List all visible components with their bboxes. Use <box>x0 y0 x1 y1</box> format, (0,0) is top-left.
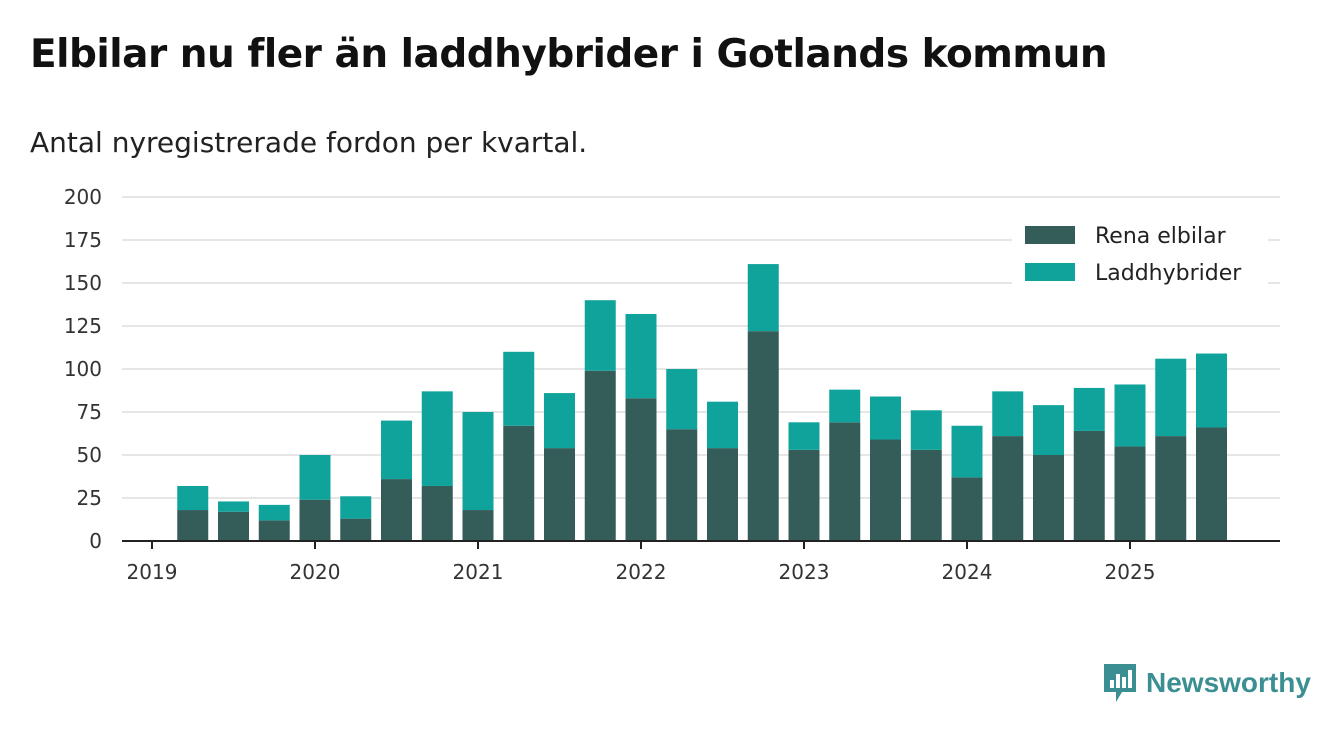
chart-title: Elbilar nu fler än laddhybrider i Gotlan… <box>30 32 1108 77</box>
x-tick-label: 2024 <box>942 560 993 584</box>
bar-laddhybrider <box>992 391 1024 437</box>
bar-laddhybrider <box>870 396 901 440</box>
bar-laddhybrider <box>910 410 942 450</box>
bar-laddhybrider <box>747 264 779 332</box>
brand-name: Newsworthy <box>1146 667 1311 698</box>
bar-rena-elbilar <box>870 439 901 541</box>
bar-laddhybrider <box>1155 358 1187 437</box>
bar-laddhybrider <box>1073 387 1105 431</box>
y-tick-label: 25 <box>77 486 102 510</box>
bar-rena-elbilar <box>1196 427 1227 541</box>
x-tick-label: 2022 <box>616 560 667 584</box>
bar-rena-elbilar <box>421 485 453 541</box>
bar-laddhybrider <box>299 455 331 500</box>
bar-laddhybrider <box>584 300 616 371</box>
y-tick-label: 200 <box>64 185 102 209</box>
bar-laddhybrider <box>421 391 453 486</box>
bar-rena-elbilar <box>218 511 249 541</box>
bar-laddhybrider <box>829 389 861 423</box>
bar-laddhybrider <box>381 420 412 480</box>
bar-laddhybrider <box>1114 384 1146 447</box>
bar-laddhybrider <box>1196 353 1227 428</box>
bar-rena-elbilar <box>910 449 942 541</box>
bar-laddhybrider <box>218 501 249 512</box>
x-axis: 2019 2020 2021 2022 2023 2024 2025 <box>122 540 1280 584</box>
y-tick-label: 125 <box>64 314 102 338</box>
bar-rena-elbilar <box>177 510 209 541</box>
bar-rena-elbilar <box>258 520 290 541</box>
bar-rena-elbilar <box>584 370 616 541</box>
bar-laddhybrider <box>258 504 290 521</box>
y-tick-label: 175 <box>64 228 102 252</box>
bar-rena-elbilar <box>666 429 698 541</box>
bar-laddhybrider <box>340 496 372 519</box>
bar-laddhybrider <box>625 313 657 399</box>
bar-series <box>177 264 1227 541</box>
bar-laddhybrider <box>462 412 494 511</box>
bar-laddhybrider <box>951 425 983 478</box>
x-tick-label: 2025 <box>1105 560 1156 584</box>
bar-laddhybrider <box>1033 405 1064 455</box>
bar-rena-elbilar <box>1114 446 1146 541</box>
legend: Rena elbilar Laddhybrider <box>1012 214 1268 294</box>
bar-laddhybrider <box>707 401 738 449</box>
bar-rena-elbilar <box>788 449 820 541</box>
y-tick-label: 50 <box>77 443 102 467</box>
bar-rena-elbilar <box>747 331 779 541</box>
newsworthy-logo-icon <box>1104 664 1136 702</box>
bar-rena-elbilar <box>299 499 331 541</box>
legend-swatch <box>1025 226 1075 244</box>
bar-rena-elbilar <box>951 477 983 541</box>
bar-rena-elbilar <box>503 425 535 541</box>
chart-subtitle: Antal nyregistrerade fordon per kvartal. <box>30 126 588 159</box>
bar-rena-elbilar <box>381 479 412 541</box>
bar-rena-elbilar <box>1033 455 1064 541</box>
bar-rena-elbilar <box>340 518 372 541</box>
bar-rena-elbilar <box>462 510 494 541</box>
bar-laddhybrider <box>666 369 698 430</box>
y-tick-label: 150 <box>64 271 102 295</box>
bar-rena-elbilar <box>544 448 575 541</box>
bar-rena-elbilar <box>1073 430 1105 541</box>
x-tick-label: 2020 <box>290 560 341 584</box>
legend-swatch <box>1025 263 1075 281</box>
x-tick-label: 2021 <box>453 560 504 584</box>
bar-laddhybrider <box>503 351 535 426</box>
y-axis-labels: 0 25 50 75 100 125 150 175 200 <box>64 185 102 553</box>
y-tick-label: 100 <box>64 357 102 381</box>
bar-laddhybrider <box>788 422 820 450</box>
bar-rena-elbilar <box>707 448 738 541</box>
y-tick-label: 0 <box>89 529 102 553</box>
legend-label: Rena elbilar <box>1095 224 1227 249</box>
bar-rena-elbilar <box>1155 436 1187 541</box>
bar-laddhybrider <box>177 485 209 511</box>
y-tick-label: 75 <box>77 400 102 424</box>
newsworthy-logo: Newsworthy <box>1102 662 1311 704</box>
bar-rena-elbilar <box>829 422 861 541</box>
bar-rena-elbilar <box>992 436 1024 541</box>
bar-rena-elbilar <box>625 398 657 541</box>
legend-label: Laddhybrider <box>1095 261 1242 286</box>
x-tick-label: 2019 <box>127 560 178 584</box>
x-tick-label: 2023 <box>779 560 830 584</box>
bar-laddhybrider <box>544 393 575 449</box>
